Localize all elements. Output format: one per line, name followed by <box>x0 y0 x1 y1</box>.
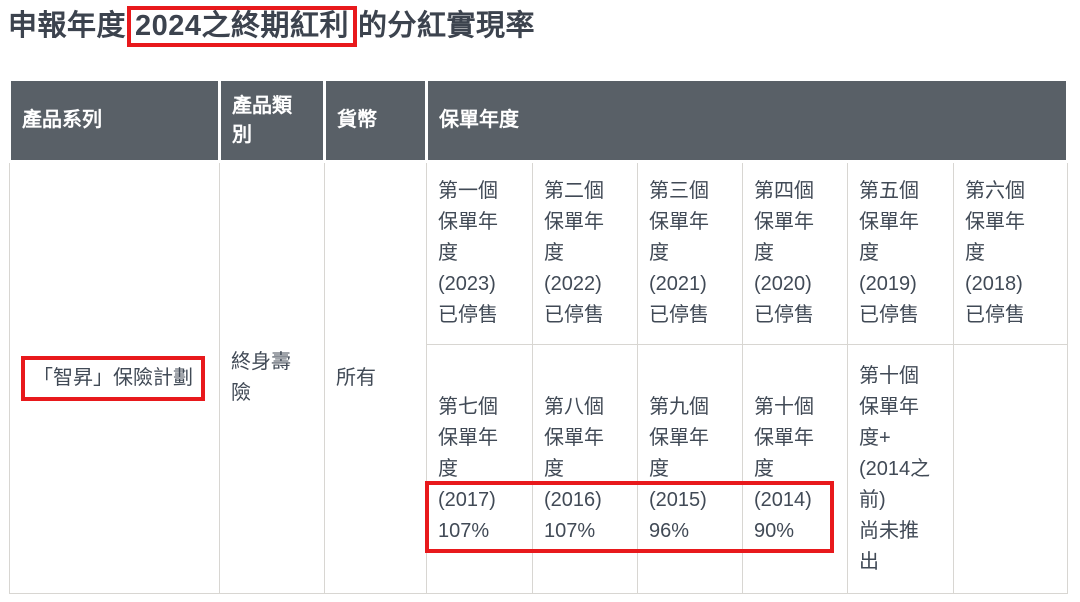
product-category-cell: 終身壽險 <box>219 161 325 594</box>
title-text-before: 申報年度 <box>8 10 127 42</box>
policy-year-cell-1-3: 第三個保單年度 (2021) 已停售 <box>637 161 743 345</box>
title-highlight-box: 2024之終期紅利 <box>127 6 358 47</box>
title-text-after: 的分紅實現率 <box>358 10 536 42</box>
product-series-cell: 「智昇」保險計劃 <box>9 161 220 594</box>
header-product-series: 產品系列 <box>8 78 221 163</box>
policy-year-cell-2-6 <box>953 344 1068 594</box>
product-name-highlight-box: 「智昇」保險計劃 <box>21 355 205 401</box>
policy-year-cell-2-2: 第八個保單年度 (2016) 107% <box>532 344 638 594</box>
policy-years-row-1: 「智昇」保險計劃 終身壽險 所有 第一個保單年度 (2023) 已停售 第二個保… <box>9 161 1068 594</box>
page-title: 申報年度 2024之終期紅利 的分紅實現率 <box>8 6 535 47</box>
policy-year-cell-1-2: 第二個保單年度 (2022) 已停售 <box>532 161 638 345</box>
table-header-row: 產品系列 產品類別 貨幣 保單年度 <box>8 78 1069 163</box>
fulfillment-ratio-table: 產品系列 產品類別 貨幣 保單年度 「智昇」保險計劃 終身壽險 所有 第一個保單… <box>8 78 1069 594</box>
policy-year-cell-1-1: 第一個保單年度 (2023) 已停售 <box>426 161 533 345</box>
header-currency: 貨幣 <box>323 78 428 163</box>
currency-cell: 所有 <box>324 161 427 594</box>
policy-year-cell-1-6: 第六個保單年度 (2018) 已停售 <box>953 161 1068 345</box>
policy-year-cell-2-1: 第七個保單年度 (2017) 107% <box>426 344 533 594</box>
policy-year-cell-1-4: 第四個保單年度 (2020) 已停售 <box>742 161 848 345</box>
header-product-category: 產品類別 <box>218 78 326 163</box>
header-policy-year: 保單年度 <box>425 78 1069 163</box>
policy-year-cell-2-4: 第十個保單年度 (2014) 90% <box>742 344 848 594</box>
policy-year-cell-2-3: 第九個保單年度 (2015) 96% <box>637 344 743 594</box>
policy-year-cell-2-5: 第十個保單年度+ (2014之前) 尚未推出 <box>847 344 954 594</box>
policy-year-cell-1-5: 第五個保單年度 (2019) 已停售 <box>847 161 954 345</box>
